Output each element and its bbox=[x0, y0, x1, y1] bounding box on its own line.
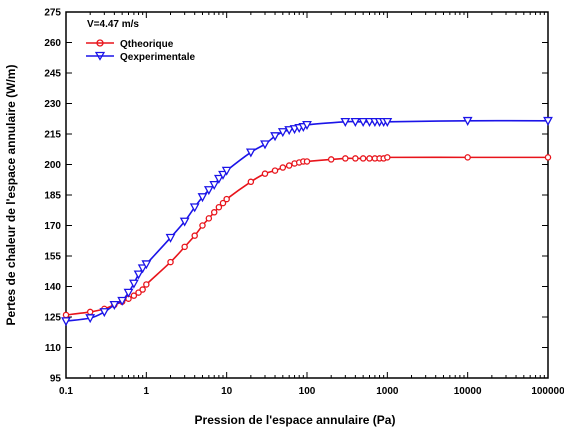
legend-marker-qtheorique bbox=[96, 39, 104, 47]
data-point bbox=[165, 233, 176, 243]
data-point bbox=[270, 132, 280, 142]
y-axis: 95 110 125 140 155 170 185 200 215 230 245 260 275 bbox=[44, 8, 548, 385]
data-point bbox=[62, 311, 70, 319]
data-point bbox=[261, 170, 269, 177]
data-point bbox=[219, 199, 227, 207]
data-point bbox=[327, 156, 335, 163]
data-point bbox=[167, 258, 174, 266]
data-point bbox=[141, 260, 152, 270]
data-point bbox=[205, 215, 213, 222]
data-point bbox=[464, 154, 471, 161]
data-point bbox=[189, 203, 200, 213]
data-point bbox=[181, 243, 188, 251]
data-point bbox=[543, 116, 553, 126]
legend-label-qexperimentale: Qexperimentale bbox=[120, 52, 195, 63]
x-axis: 0.1 1 10 100 1000 10000 100000 bbox=[59, 12, 564, 397]
x-tick-label: 10 bbox=[221, 386, 233, 397]
series-qtheorique bbox=[62, 154, 552, 319]
data-point bbox=[197, 193, 208, 203]
y-axis-title: Pertes de chaleur de l'espace annulaire … bbox=[4, 65, 18, 326]
y-tick-label: 230 bbox=[44, 99, 61, 110]
x-tick-label: 100 bbox=[299, 386, 316, 397]
data-point bbox=[213, 174, 224, 184]
data-point bbox=[133, 270, 144, 280]
y-tick-label: 95 bbox=[50, 374, 62, 385]
data-point bbox=[358, 117, 369, 127]
data-point bbox=[285, 162, 293, 169]
data-point bbox=[462, 116, 473, 126]
y-tick-label: 185 bbox=[44, 191, 61, 202]
data-point bbox=[61, 317, 71, 327]
x-tick-label: 1 bbox=[144, 386, 150, 397]
data-point bbox=[210, 209, 218, 216]
data-point bbox=[209, 180, 220, 190]
data-point bbox=[215, 203, 223, 211]
data-point bbox=[109, 300, 120, 310]
x-tick-label: 1000 bbox=[376, 386, 399, 397]
data-point bbox=[99, 308, 110, 318]
plot-border bbox=[65, 11, 549, 379]
y-tick-label: 125 bbox=[44, 313, 61, 324]
y-tick-label: 215 bbox=[44, 130, 61, 141]
data-point bbox=[179, 217, 190, 227]
y-tick-label: 140 bbox=[44, 282, 61, 293]
data-point bbox=[352, 155, 359, 162]
x-tick-label: 0.1 bbox=[59, 386, 73, 397]
legend-title: V=4.47 m/s bbox=[87, 19, 139, 30]
y-tick-label: 275 bbox=[44, 8, 61, 19]
data-point bbox=[303, 158, 311, 165]
data-point bbox=[366, 155, 373, 162]
data-point bbox=[384, 154, 391, 161]
data-point bbox=[130, 292, 138, 299]
legend-marker-qexperimentale bbox=[94, 51, 106, 61]
data-point bbox=[340, 117, 351, 127]
data-point bbox=[203, 186, 214, 196]
data-point bbox=[128, 279, 139, 289]
series-layer bbox=[61, 116, 553, 327]
data-point bbox=[302, 121, 312, 131]
data-point bbox=[117, 296, 128, 306]
data-point bbox=[139, 286, 146, 293]
x-tick-label: 100000 bbox=[531, 386, 564, 397]
x-tick-label: 10000 bbox=[454, 386, 482, 397]
x-axis-title: Pression de l'espace annulaire (Pa) bbox=[195, 413, 396, 427]
data-point bbox=[277, 128, 288, 138]
data-point bbox=[223, 195, 230, 203]
y-tick-label: 170 bbox=[44, 221, 61, 232]
data-point bbox=[137, 264, 148, 274]
data-point bbox=[284, 126, 295, 136]
legend-label-qtheorique: Qtheorique bbox=[120, 39, 174, 50]
data-point bbox=[544, 154, 552, 161]
data-point bbox=[350, 117, 361, 127]
y-tick-label: 245 bbox=[44, 69, 61, 80]
data-point bbox=[123, 288, 134, 298]
y-tick-label: 110 bbox=[45, 343, 62, 354]
data-point bbox=[359, 155, 367, 162]
data-point bbox=[382, 117, 393, 127]
legend: V=4.47 m/s Qtheorique Qexperimentale bbox=[86, 19, 195, 63]
data-point bbox=[191, 232, 198, 239]
data-point bbox=[271, 167, 279, 174]
data-point bbox=[279, 164, 287, 171]
plot-area bbox=[65, 11, 549, 379]
data-point bbox=[245, 148, 256, 158]
series-qexperimentale bbox=[61, 116, 553, 327]
data-point bbox=[218, 170, 228, 180]
y-tick-label: 155 bbox=[44, 252, 61, 263]
data-point bbox=[221, 166, 232, 176]
data-point bbox=[135, 289, 142, 296]
data-point bbox=[86, 308, 94, 316]
y-tick-label: 200 bbox=[44, 160, 61, 171]
data-point bbox=[342, 155, 349, 162]
data-point bbox=[143, 281, 150, 288]
y-tick-label: 260 bbox=[44, 38, 61, 49]
data-point bbox=[199, 222, 206, 229]
data-point bbox=[85, 314, 96, 324]
data-point bbox=[247, 178, 255, 186]
data-point bbox=[260, 140, 270, 150]
